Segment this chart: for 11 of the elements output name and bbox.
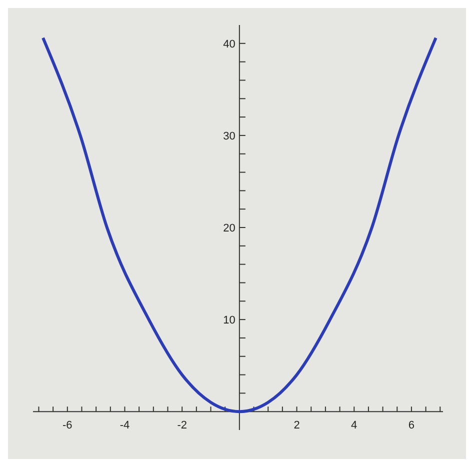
y-tick-label: 10 bbox=[223, 314, 236, 327]
x-tick-label: -4 bbox=[120, 420, 130, 432]
x-tick-label: 2 bbox=[294, 420, 300, 432]
line-series bbox=[42, 36, 438, 414]
y-tick-label: 30 bbox=[223, 130, 236, 142]
x-tick-label: 6 bbox=[408, 420, 415, 432]
x-tick-label: -6 bbox=[62, 420, 72, 432]
x-tick-label: 4 bbox=[351, 420, 358, 432]
y-tick-label: 20 bbox=[223, 222, 236, 234]
y-tick-label: 40 bbox=[223, 38, 236, 50]
x-tick-label: -2 bbox=[177, 420, 187, 432]
